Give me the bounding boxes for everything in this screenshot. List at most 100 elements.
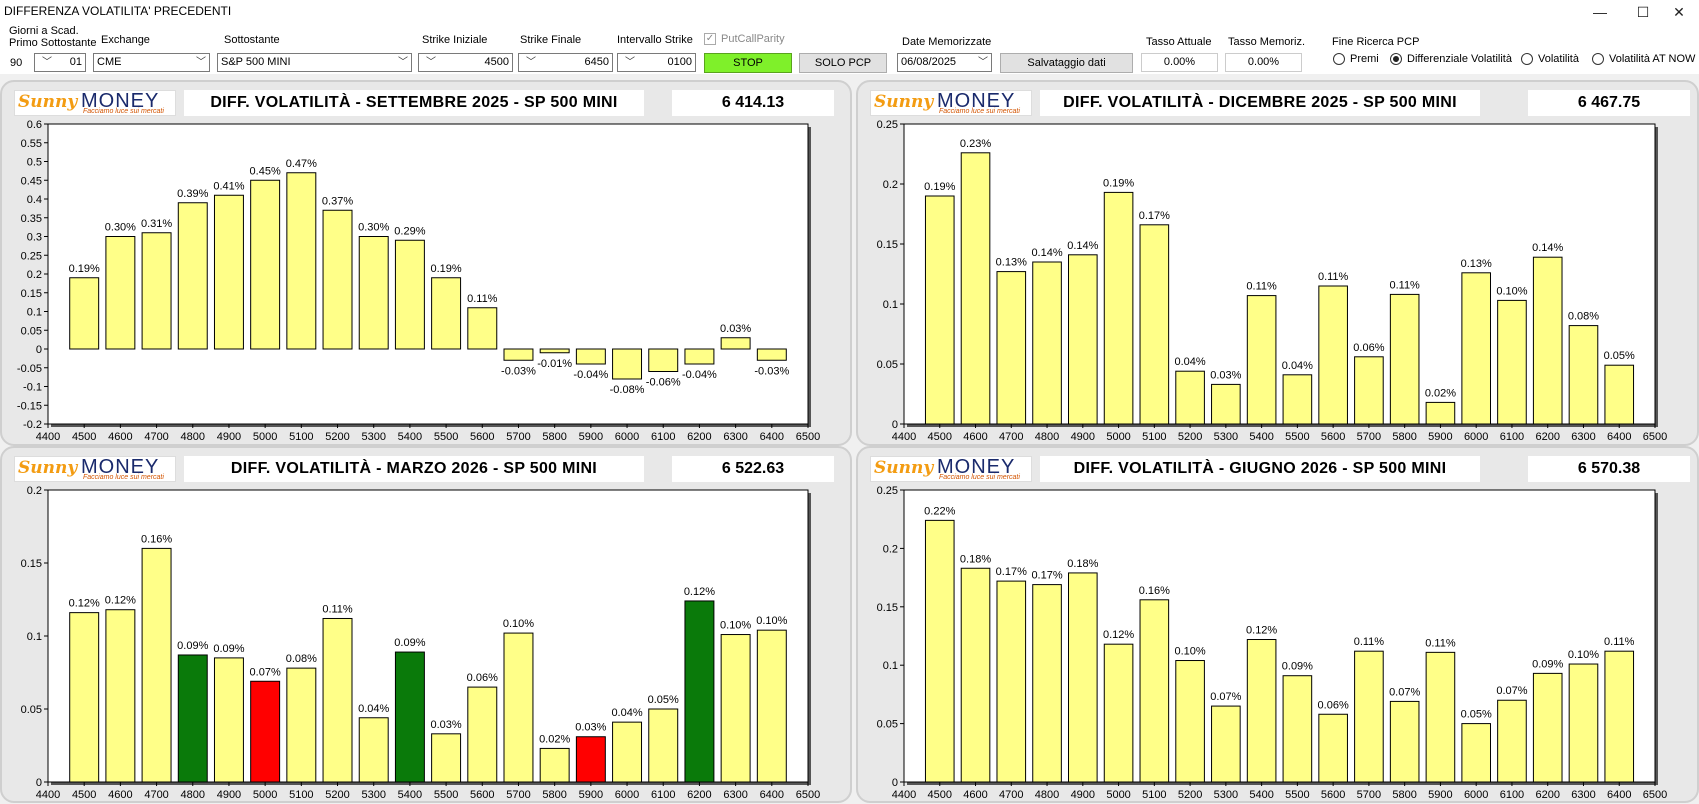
radio-differenziale-volatilita[interactable]: Differenziale Volatilità <box>1390 53 1512 65</box>
data-label: 0.16% <box>141 533 172 545</box>
x-tick-label: 4600 <box>963 431 987 443</box>
putcallparity-checkbox[interactable]: ✓ PutCallParity <box>704 33 785 45</box>
x-tick-label: 4600 <box>963 789 987 801</box>
exchange-select[interactable]: CME ﹀ <box>93 53 210 72</box>
data-label: 0.14% <box>1031 247 1062 259</box>
fine-ricerca-label: Fine Ricerca PCP <box>1332 36 1420 48</box>
logo-tagline: Facciamo luce sui mercati <box>83 474 164 481</box>
sottostante-select[interactable]: S&P 500 MINI ﹀ <box>217 53 412 72</box>
radio-diff-label: Differenziale Volatilità <box>1407 53 1512 65</box>
toolbar: Giorni a Scad. Primo Sottostante 90 ﹀ 01… <box>0 24 1699 74</box>
x-tick-label: 5100 <box>1142 789 1166 801</box>
y-tick-label: 0.05 <box>877 719 898 731</box>
bar <box>539 348 570 354</box>
y-tick-label: 0.2 <box>883 179 898 191</box>
data-label: 0.10% <box>1496 285 1527 297</box>
stop-button[interactable]: STOP <box>704 53 792 73</box>
data-label: 0.11% <box>1389 279 1420 291</box>
y-tick-label: 0.6 <box>27 119 42 131</box>
radio-volatilita[interactable]: Volatilità <box>1521 53 1579 65</box>
data-label: 0.09% <box>1532 658 1563 670</box>
y-tick-label: 0.05 <box>21 325 42 337</box>
panel-title: DIFF. VOLATILITÀ - GIUGNO 2026 - SP 500 … <box>1040 456 1480 482</box>
x-tick-label: 6200 <box>1535 789 1559 801</box>
logo-tagline: Facciamo luce sui mercati <box>939 108 1020 115</box>
tasso-attuale-label: Tasso Attuale <box>1146 36 1212 48</box>
maximize-button[interactable]: ☐ <box>1636 4 1650 20</box>
date-select[interactable]: 06/08/2025 ﹀ <box>897 53 992 72</box>
x-tick-label: 5900 <box>579 431 603 443</box>
bar <box>684 600 715 783</box>
x-tick-label: 4800 <box>181 431 205 443</box>
bar-chart: -0.2 -0.15 -0.1 -0.05 0 0.05 0.1 0.15 0.2 0.25 0.3… <box>17 119 820 443</box>
close-button[interactable]: ✕ <box>1673 4 1685 20</box>
y-tick-label: 0.55 <box>21 138 42 150</box>
chart-panel-giugno-2026: Sunny MONEY Facciamo luce sui mercati DI… <box>856 446 1699 803</box>
logo-brand-money: MONEY <box>937 90 1016 112</box>
bar <box>996 580 1027 783</box>
bar <box>322 617 353 783</box>
bar <box>1282 374 1313 425</box>
x-tick-label: 4500 <box>928 431 952 443</box>
strike-iniziale-select[interactable]: ﹀ 4500 <box>418 53 513 72</box>
data-label: 0.12% <box>684 586 715 598</box>
giorni-label-1: Giorni a Scad. <box>9 25 79 37</box>
bar <box>1568 663 1599 783</box>
giorni-label-2: Primo Sottostante <box>9 37 97 49</box>
y-tick-label: 0 <box>36 344 42 356</box>
data-label: 0.07% <box>1210 691 1241 703</box>
bar-chart: 0 0.05 0.1 0.15 0.2 4400 4500 4600 4700 4800 4900 5… <box>21 485 821 801</box>
bar <box>1604 650 1635 783</box>
x-tick-label: 5600 <box>470 789 494 801</box>
data-label: 0.30% <box>358 222 389 234</box>
x-tick-label: 5500 <box>1285 431 1309 443</box>
x-tick-label: 4700 <box>999 431 1023 443</box>
bar <box>213 657 244 783</box>
data-label: 0.11% <box>1318 271 1349 283</box>
salvataggio-button[interactable]: Salvataggio dati <box>1000 53 1133 73</box>
x-tick-label: 6500 <box>796 789 820 801</box>
x-tick-label: 6300 <box>1571 789 1595 801</box>
solo-pcp-button[interactable]: SOLO PCP <box>799 53 887 73</box>
radio-premi[interactable]: Premi <box>1333 53 1379 65</box>
bar <box>467 307 498 350</box>
x-tick-label: 4800 <box>1035 431 1059 443</box>
y-tick-label: 0.4 <box>27 194 42 206</box>
data-label: 0.07% <box>250 666 281 678</box>
bar <box>1068 572 1098 783</box>
data-label: 0.37% <box>322 195 353 207</box>
bar <box>141 232 172 350</box>
chevron-down-icon: ﹀ <box>526 57 536 68</box>
intervallo-select[interactable]: ﹀ 0100 <box>617 53 696 72</box>
data-label: 0.14% <box>1532 242 1563 254</box>
x-tick-label: 5500 <box>434 789 458 801</box>
data-label: 0.19% <box>1103 177 1134 189</box>
bar <box>213 194 244 350</box>
x-tick-label: 5400 <box>1249 789 1273 801</box>
logo-brand-sunny: Sunny <box>18 92 78 112</box>
data-label: 0.04% <box>358 703 389 715</box>
bar <box>1103 191 1134 425</box>
radio-volatilita-at-now[interactable]: Volatilità AT NOW <box>1592 53 1695 65</box>
bar <box>177 202 208 350</box>
chevron-down-icon: ﹀ <box>625 57 635 68</box>
bar <box>1175 370 1205 425</box>
bar <box>503 632 534 783</box>
strike-finale-select[interactable]: ﹀ 6450 <box>518 53 613 72</box>
x-tick-label: 4500 <box>928 789 952 801</box>
x-tick-label: 6400 <box>1607 431 1631 443</box>
x-tick-label: 5400 <box>1249 431 1273 443</box>
x-tick-label: 4800 <box>181 789 205 801</box>
radio-circle-icon <box>1521 53 1533 65</box>
bar <box>394 651 425 783</box>
giorni-select[interactable]: ﹀ 01 <box>34 53 86 72</box>
bar <box>1532 256 1563 425</box>
x-tick-label: 6300 <box>723 789 747 801</box>
bar <box>1425 401 1456 425</box>
chevron-down-icon: ﹀ <box>42 57 52 68</box>
data-label: 0.19% <box>69 263 100 275</box>
minimize-button[interactable]: — <box>1593 4 1607 20</box>
bar <box>105 609 136 783</box>
strike-iniziale-value: 4500 <box>484 56 509 68</box>
data-label: 0.39% <box>177 188 208 200</box>
